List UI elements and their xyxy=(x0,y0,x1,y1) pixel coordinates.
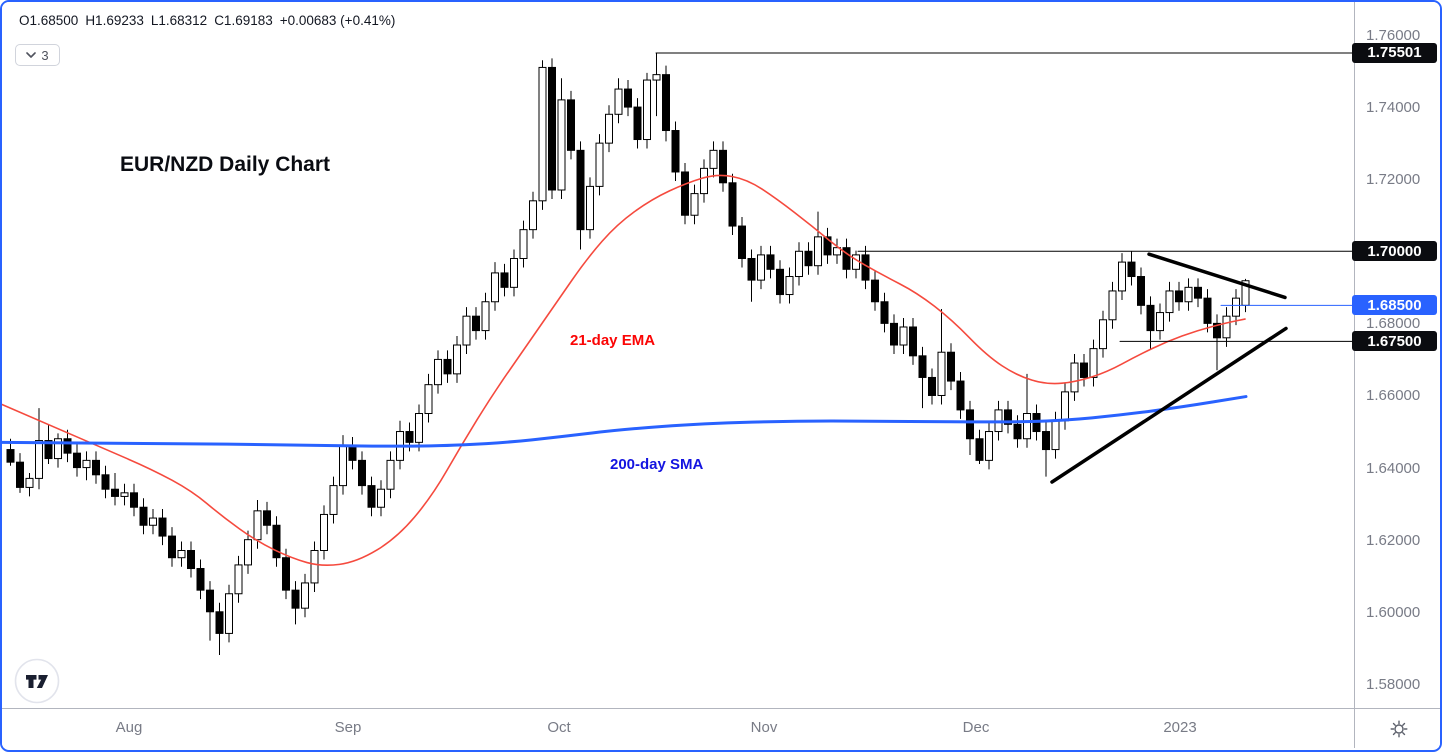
descending-trendline[interactable] xyxy=(1147,252,1287,300)
chevron-down-icon xyxy=(26,52,37,58)
price-tick-label: 1.72000 xyxy=(1366,171,1421,189)
time-tick-label: Sep xyxy=(334,719,362,736)
price-tick-label: 1.60000 xyxy=(1366,603,1421,621)
sma-label: 200-day SMA xyxy=(610,456,704,473)
price-tick-label: 1.68000 xyxy=(1366,315,1421,333)
current-price-badge: 1.68500 xyxy=(1352,295,1437,316)
legend-open: O1.68500 xyxy=(19,13,79,28)
ema-label: 21-day EMA xyxy=(570,332,656,349)
candlestick-chart[interactable] xyxy=(2,2,1354,708)
indicators-toggle-button[interactable]: 3 xyxy=(15,44,60,66)
chart-pane[interactable]: O1.68500 H1.69233 L1.68312 C1.69183 +0.00683… xyxy=(2,2,1354,708)
ohlc-legend: O1.68500 H1.69233 L1.68312 C1.69183 +0.00683… xyxy=(19,13,402,28)
legend-high: H1.69233 xyxy=(85,13,144,28)
price-tick-label: 1.74000 xyxy=(1366,99,1421,117)
price-tick-label: 1.58000 xyxy=(1366,675,1421,693)
price-tick-label: 1.66000 xyxy=(1366,387,1421,405)
price-tick-label: 1.64000 xyxy=(1366,459,1421,477)
settings-gear-icon[interactable] xyxy=(1388,718,1410,740)
time-tick-label: Oct xyxy=(547,719,571,736)
time-tick-label: Nov xyxy=(750,719,778,736)
price-level-badge: 1.70000 xyxy=(1352,241,1437,262)
time-tick-label: 2023 xyxy=(1163,719,1197,736)
price-tick-label: 1.76000 xyxy=(1366,26,1421,44)
chart-title: EUR/NZD Daily Chart xyxy=(120,153,331,176)
tradingview-logo[interactable] xyxy=(14,658,60,704)
legend-close: C1.69183 xyxy=(214,13,273,28)
price-axis[interactable]: 1.76000 1.74000 1.72000 1.68000 1.66000 1.640… xyxy=(1352,2,1440,708)
time-axis[interactable]: Aug Sep Oct Nov Dec 2023 xyxy=(2,708,1354,748)
axis-corner xyxy=(1354,708,1440,748)
price-tick-label: 1.62000 xyxy=(1366,531,1421,549)
ema-21-line xyxy=(2,174,1246,567)
candles-series xyxy=(6,52,1250,656)
price-level-badge: 1.75501 xyxy=(1352,42,1437,63)
sma-200-line xyxy=(2,395,1248,448)
time-tick-label: Aug xyxy=(115,719,143,736)
legend-change: +0.00683 (+0.41%) xyxy=(279,13,396,28)
time-tick-label: Dec xyxy=(962,719,990,736)
indicators-count: 3 xyxy=(41,47,49,63)
price-level-badge: 1.67500 xyxy=(1352,331,1437,352)
ascending-trendline[interactable] xyxy=(1050,326,1288,484)
legend-low: L1.68312 xyxy=(150,13,208,28)
